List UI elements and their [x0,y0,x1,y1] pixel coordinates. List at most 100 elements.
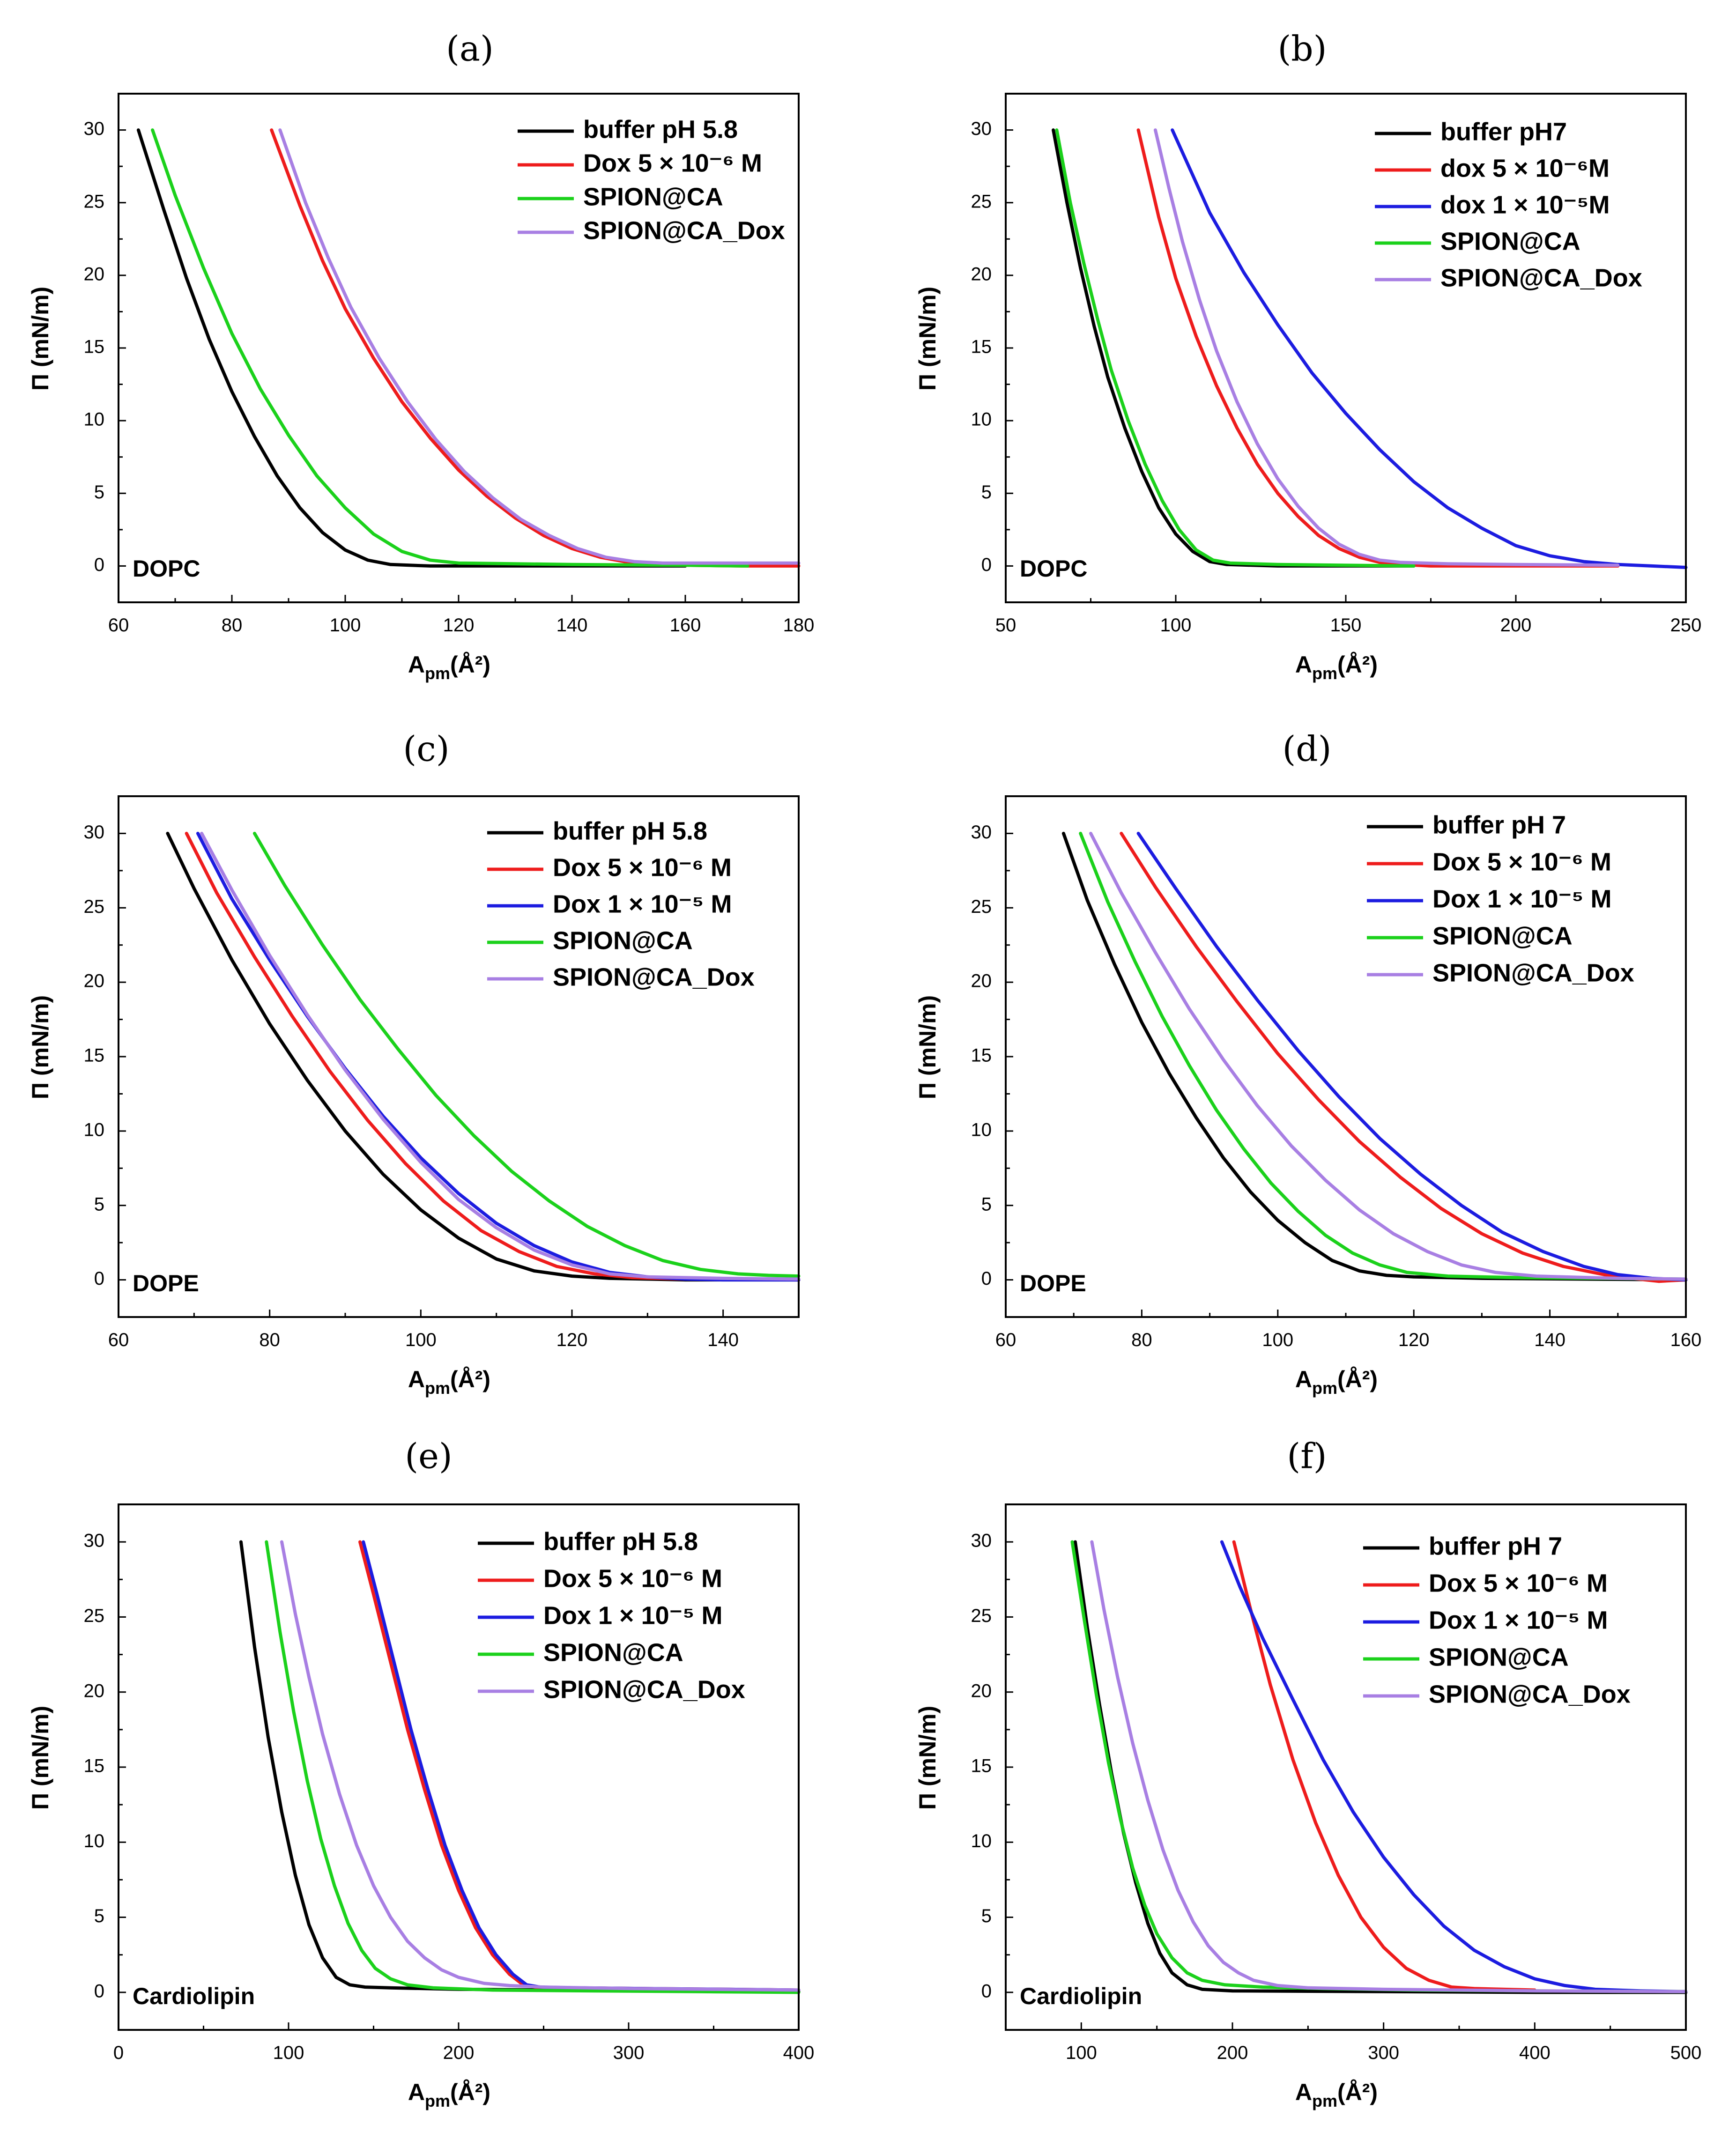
panel-label: (a) [446,29,494,69]
legend-entry: buffer pH 7 [1432,811,1566,839]
legend-entry: Dox 5 × 10⁻⁶ M [543,1564,722,1592]
x-tick-label: 250 [1670,615,1702,636]
legend-entry: buffer pH 7 [1429,1532,1562,1560]
lipid-label: DOPC [133,555,200,582]
x-tick-label: 60 [108,615,129,636]
x-tick-label: 200 [1500,615,1532,636]
series-line-4 [252,831,801,1278]
chart-panel-3: (c) 0 5 10 15 20 25 30 60 80 100 120 140 Apm(Å²) Π (mN… [27,729,801,1398]
series-line-1 [1061,831,1688,1282]
x-tick-label: 200 [443,2043,475,2063]
panel-label: (e) [405,1436,453,1476]
lipid-label: DOPE [133,1270,199,1296]
x-tick-label: 100 [1066,2043,1097,2063]
y-tick-label: 0 [94,1981,104,2001]
y-tick-label: 0 [94,555,104,575]
y-tick-label: 10 [84,1119,105,1140]
legend-entry: SPION@CA_Dox [553,963,755,991]
legend-entry: SPION@CA_Dox [583,216,785,244]
x-tick-label: 160 [670,615,701,636]
legend-entry: SPION@CA_Dox [1429,1680,1631,1708]
x-tick-label: 80 [222,615,243,636]
legend-entry: Dox 1 × 10⁻⁵ M [1429,1606,1608,1634]
panel-label: (c) [403,729,449,769]
series-line-2 [1120,831,1688,1283]
legend-entry: SPION@CA [553,926,693,955]
panel-label: (b) [1277,29,1327,69]
series-line-1 [136,128,687,568]
y-tick-label: 15 [84,1756,105,1776]
y-tick-label: 30 [84,1531,105,1551]
y-tick-label: 20 [84,1680,105,1701]
y-tick-label: 10 [971,409,992,430]
y-tick-label: 10 [971,1831,992,1851]
y-tick-label: 30 [84,118,105,139]
y-tick-label: 20 [971,264,992,284]
panel-label: (d) [1282,729,1331,769]
y-tick-label: 0 [981,1981,992,2001]
legend-entry: buffer pH 5.8 [553,817,707,845]
y-axis-title: Π (mN/m) [27,1706,53,1810]
y-tick-label: 10 [84,409,105,430]
chart-panel-1: (a) 0 5 10 15 20 25 30 60 80 100 120 140 160 180 Apm(Å²… [27,29,814,683]
y-tick-label: 30 [971,822,992,843]
x-tick-label: 60 [108,1330,129,1350]
y-axis-title: Π (mN/m) [27,287,53,391]
y-tick-label: 30 [971,1531,992,1551]
x-tick-label: 100 [273,2043,304,2063]
y-tick-label: 20 [971,1680,992,1701]
series-line-5 [280,1540,801,1992]
y-tick-label: 25 [971,191,992,212]
legend-entry: Dox 5 × 10⁻⁶ M [583,149,762,177]
y-tick-label: 15 [84,1045,105,1066]
y-tick-label: 20 [971,971,992,992]
y-tick-label: 15 [84,337,105,357]
legend-entry: SPION@CA_Dox [1432,959,1634,987]
legend-entry: SPION@CA_Dox [543,1675,745,1703]
legend-entry: SPION@CA [583,183,723,211]
series-line-3 [151,128,749,568]
series-line-5 [200,831,801,1281]
series-line-3 [1220,1540,1688,1993]
legend-entry: dox 1 × 10⁻⁵M [1440,191,1610,219]
legend-entry: buffer pH 5.8 [543,1527,698,1555]
series-line-3 [1171,128,1688,569]
legend-entry: dox 5 × 10⁻⁶M [1440,154,1610,182]
chart-panel-6: (f) 0 5 10 15 20 25 30 100 200 300 400 500 Apm(Å²) Π (… [914,1436,1701,2110]
legend-entry: Dox 5 × 10⁻⁶ M [1432,848,1611,876]
x-tick-label: 120 [1398,1330,1430,1350]
legend-entry: buffer pH 5.8 [583,115,738,143]
legend-entry: SPION@CA_Dox [1440,264,1642,292]
y-tick-label: 5 [94,1906,104,1926]
legend-entry: Dox 1 × 10⁻⁵ M [553,890,732,918]
y-axis-title: Π (mN/m) [914,995,941,1099]
x-tick-label: 300 [613,2043,645,2063]
y-axis-title: Π (mN/m) [914,1706,941,1810]
y-tick-label: 25 [84,1606,105,1626]
y-tick-label: 25 [971,1606,992,1626]
series-line-4 [1079,831,1688,1281]
legend-entry: Dox 1 × 10⁻⁵ M [1432,885,1612,913]
series-line-1 [166,831,801,1282]
series-line-4 [265,1540,801,1994]
y-tick-label: 20 [84,264,105,284]
x-tick-label: 120 [443,615,475,636]
lipid-label: DOPC [1020,555,1087,582]
y-tick-label: 0 [981,1268,992,1289]
series-line-5 [1089,831,1688,1281]
x-tick-label: 120 [556,1330,588,1350]
chart-panel-2: (b) 0 5 10 15 20 25 30 50 100 150 200 250 Apm(Å²) Π (m… [914,29,1701,683]
x-tick-label: 80 [259,1330,280,1350]
x-tick-label: 100 [330,615,361,636]
y-tick-label: 25 [84,896,105,917]
y-axis-title: Π (mN/m) [914,287,941,391]
x-tick-label: 140 [1534,1330,1565,1350]
lipid-label: Cardiolipin [133,1983,255,2009]
y-tick-label: 25 [84,191,105,212]
legend-entry: SPION@CA [1429,1643,1569,1671]
x-tick-label: 100 [405,1330,437,1350]
x-tick-label: 180 [783,615,815,636]
y-tick-label: 5 [981,1906,992,1926]
